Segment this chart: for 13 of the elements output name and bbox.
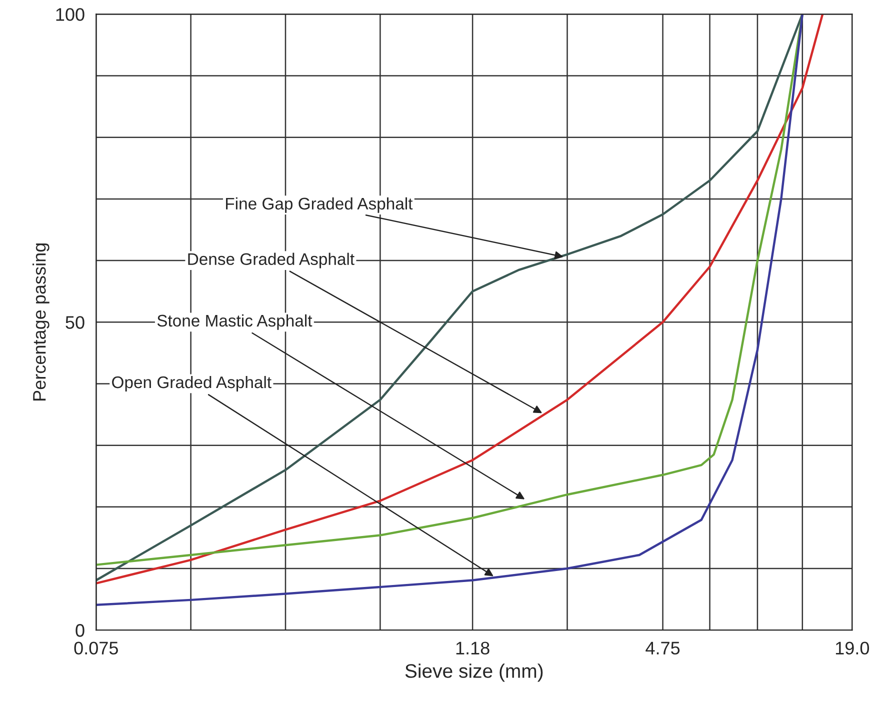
annotation: Stone Mastic Asphalt [157, 314, 312, 330]
annotation: Fine Gap Graded Asphalt [226, 197, 413, 213]
annotation: Dense Graded Asphalt [188, 252, 354, 268]
annotation: Open Graded Asphalt [112, 376, 272, 392]
y-axis-title: Percentage passing [32, 244, 50, 400]
y-tick-label: 100 [56, 8, 84, 21]
x-tick-label: 0.075 [74, 642, 118, 654]
x-tick-label: 1.18 [456, 642, 490, 654]
x-axis-title: Sieve size (mm) [405, 664, 543, 682]
y-tick-label: 50 [66, 316, 84, 329]
x-tick-label: 19.0 [836, 642, 870, 654]
y-tick-label: 0 [76, 624, 84, 637]
x-tick-label: 4.75 [646, 642, 680, 654]
